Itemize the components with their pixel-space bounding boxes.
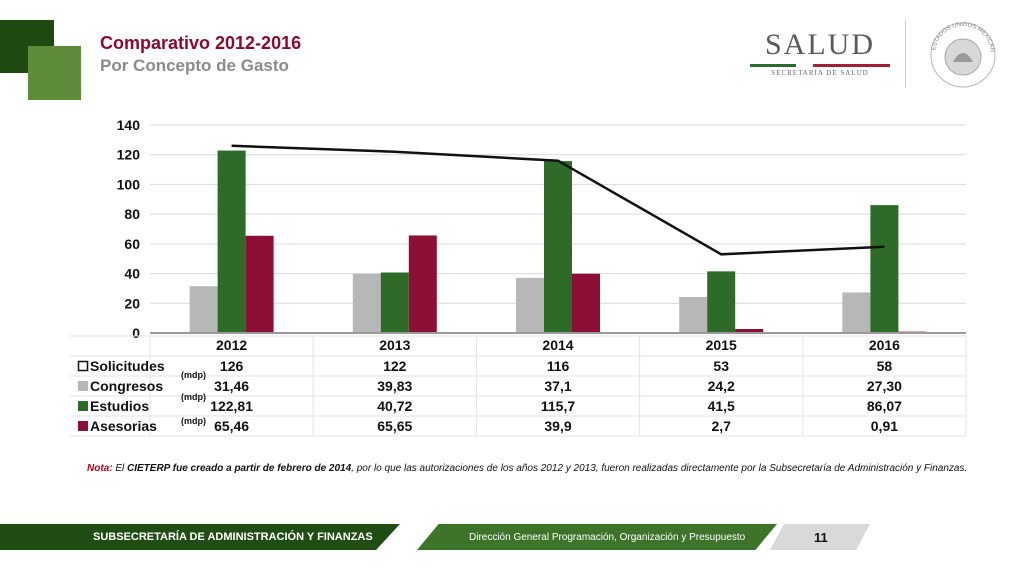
cell-asesorias-2016: 0,91: [871, 418, 898, 434]
y-tick-60: 60: [124, 236, 140, 252]
cell-estudios-2012: 122,81: [210, 398, 253, 414]
legend-key-estudios: [78, 401, 88, 411]
y-tick-labels: 0 20 40 60 80 100 120 140: [117, 117, 141, 341]
legend-key-solicitudes: [77, 360, 89, 372]
legend-label-estudios: Estudios: [90, 398, 149, 414]
y-tick-120: 120: [117, 147, 141, 163]
bar-asesorias-2015: [735, 328, 764, 333]
data-table: 2012 2013 2014 2015 2016 Solicitudes 126 122 116…: [70, 335, 967, 437]
line-solicitudes: [231, 144, 885, 256]
cell-solicitudes-2015: 53: [713, 358, 729, 374]
cell-solicitudes-2012: 126: [220, 358, 244, 374]
bar-congresos-2014: [516, 277, 544, 333]
cell-congresos-2016: 27,30: [867, 378, 902, 394]
footer-middle-band: Dirección General Programación, Organiza…: [417, 524, 777, 550]
footer-page-box: 11: [770, 524, 870, 550]
header-divider: [905, 20, 906, 88]
bar-asesorias-2012: [245, 235, 274, 333]
note-label: Nota:: [87, 463, 113, 474]
legend-key-congresos: [78, 381, 88, 391]
decor-square-light: [28, 46, 81, 100]
cell-asesorias-2012: 65,46: [214, 418, 249, 434]
table-year-2012: 2012: [216, 337, 247, 353]
bar-congresos-2016: [842, 292, 871, 333]
y-tick-0: 0: [132, 325, 140, 341]
coat-of-arms-seal: ESTADOS UNIDOS MEXICANOS: [926, 18, 996, 88]
page-title: Comparativo 2012-2016: [100, 33, 302, 53]
legend-label-congresos: Congresos: [90, 378, 163, 394]
footer-middle-text: Dirección General Programación, Organiza…: [469, 532, 746, 543]
cell-estudios-2015: 41,5: [708, 398, 735, 414]
bar-asesorias-2014: [572, 273, 600, 333]
bar-estudios-2012: [217, 150, 246, 333]
cell-solicitudes-2013: 122: [383, 358, 407, 374]
note-text-bold: CIETERP fue creado a partir de febrero d…: [127, 463, 352, 474]
cell-estudios-2016: 86,07: [867, 398, 902, 414]
cell-congresos-2015: 24,2: [708, 378, 735, 394]
y-tick-100: 100: [117, 176, 141, 192]
cell-asesorias-2013: 65,65: [377, 418, 412, 434]
bar-congresos-2013: [352, 273, 381, 333]
note-text-2: , por lo que las autorizaciones de los a…: [351, 463, 968, 474]
bar-estudios-2016: [870, 205, 899, 333]
table-year-2014: 2014: [542, 337, 573, 353]
note-text-1: El: [112, 463, 128, 474]
logo-stripe: [750, 64, 890, 67]
salud-logo: SALUD SECRETARÍA DE SALUD: [750, 28, 890, 77]
cell-asesorias-2015: 2,7: [711, 418, 731, 434]
legend-label-solicitudes: Solicitudes: [90, 358, 165, 374]
cell-congresos-2012: 31,46: [214, 378, 249, 394]
cell-asesorias-2014: 39,9: [544, 418, 571, 434]
bars: [189, 150, 927, 333]
cell-solicitudes-2016: 58: [877, 358, 893, 374]
bar-estudios-2015: [707, 271, 736, 333]
footnote: Nota: El CIETERP fue creado a partir de …: [87, 463, 967, 474]
bar-estudios-2014: [544, 161, 572, 333]
bar-congresos-2012: [189, 286, 218, 333]
bar-congresos-2015: [679, 297, 708, 333]
footer-left-band: SUBSECRETARÍA DE ADMINISTRACIÓN Y FINANZ…: [0, 524, 400, 550]
table-year-2016: 2016: [869, 337, 900, 353]
cell-estudios-2014: 115,7: [541, 398, 575, 414]
bar-estudios-2013: [380, 272, 409, 333]
legend-key-asesorias: [78, 421, 88, 431]
y-tick-40: 40: [124, 266, 140, 282]
table-year-2013: 2013: [379, 337, 410, 353]
unit-note-congresos: (mdp): [181, 370, 206, 380]
solicitudes-line: [231, 144, 885, 256]
page-subtitle: Por Concepto de Gasto: [100, 56, 289, 75]
logo-subtitle: SECRETARÍA DE SALUD: [771, 69, 869, 77]
legend-label-asesorias: Asesorias: [90, 418, 157, 434]
logo-word: SALUD: [764, 28, 875, 61]
bar-asesorias-2013: [408, 235, 437, 333]
unit-note-estudios: (mdp): [181, 392, 206, 402]
page-number: 11: [814, 530, 828, 545]
y-tick-20: 20: [124, 295, 140, 311]
y-tick-80: 80: [124, 206, 140, 222]
cell-congresos-2014: 37,1: [544, 378, 571, 394]
footer-left-text: SUBSECRETARÍA DE ADMINISTRACIÓN Y FINANZ…: [93, 531, 373, 543]
y-tick-140: 140: [117, 117, 141, 133]
cell-congresos-2013: 39,83: [377, 378, 412, 394]
cell-solicitudes-2014: 116: [547, 358, 570, 374]
unit-note-asesorias: (mdp): [181, 416, 206, 426]
cell-estudios-2013: 40,72: [377, 398, 412, 414]
table-year-2015: 2015: [706, 337, 737, 353]
